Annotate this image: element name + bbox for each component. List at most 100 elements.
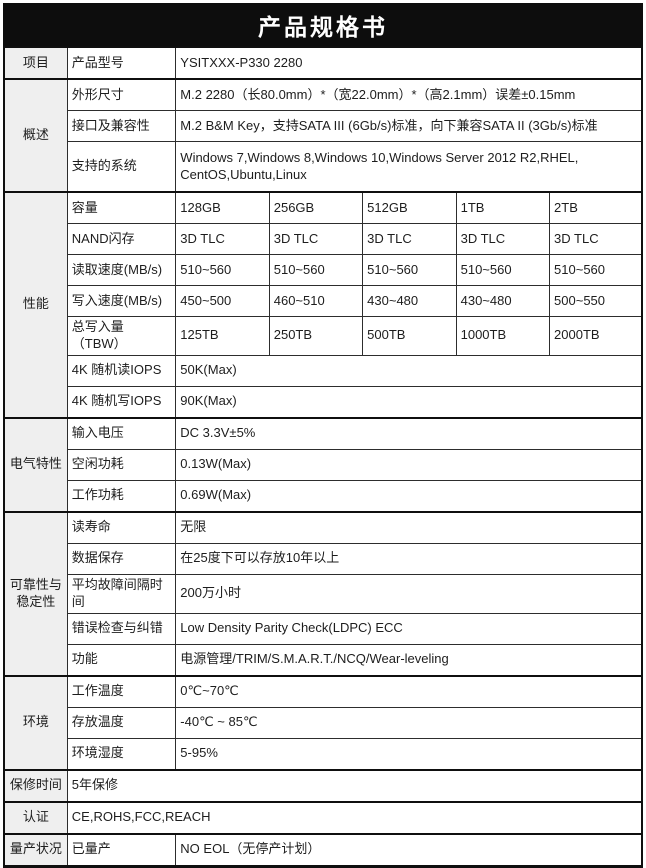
spec-label: 读寿命: [66, 510, 177, 544]
row-tbw: 总写入量（TBW） 125TB 250TB 500TB 1000TB 2000T…: [4, 316, 643, 356]
spec-value: 510~560: [175, 254, 270, 286]
spec-value: 1TB: [455, 191, 551, 224]
spec-label: 外形尺寸: [66, 78, 177, 111]
spec-value: 50K(Max): [175, 354, 643, 387]
spec-label: 环境湿度: [66, 737, 177, 771]
spec-value: 250TB: [268, 316, 364, 356]
row-data-retention: 数据保存 在25度下可以存放10年以上: [4, 542, 643, 575]
category-cell-certification: 认证: [3, 800, 68, 835]
spec-value: -40℃ ~ 85℃: [175, 706, 643, 739]
row-production-status: 量产状况 已量产 NO EOL（无停产计划）: [3, 832, 643, 867]
spec-value: CE,ROHS,FCC,REACH: [66, 800, 643, 835]
category-cell-reliability: 可靠性与稳定性: [3, 510, 68, 677]
spec-value: NO EOL（无停产计划）: [175, 832, 643, 867]
spec-label: 读取速度(MB/s): [66, 254, 177, 286]
row-read-endurance: 可靠性与稳定性 读寿命 无限: [3, 510, 643, 677]
row-storage-temp: 存放温度 -40℃ ~ 85℃: [4, 706, 643, 739]
spec-label: 支持的系统: [66, 141, 177, 193]
spec-value: 510~560: [362, 254, 457, 286]
row-nand: NAND闪存 3D TLC 3D TLC 3D TLC 3D TLC 3D TL…: [4, 223, 643, 255]
spec-value: 3D TLC: [175, 223, 270, 255]
spec-value: 2000TB: [549, 316, 643, 356]
spec-label: 功能: [66, 643, 177, 677]
spec-value: 0.69W(Max): [175, 479, 643, 513]
spec-label: 空闲功耗: [66, 448, 177, 481]
spec-value: 3D TLC: [362, 223, 457, 255]
spec-label: NAND闪存: [66, 223, 177, 255]
row-input-voltage: 电气特性 输入电压 DC 3.3V±5%: [3, 416, 643, 513]
spec-value: 430~480: [455, 285, 551, 317]
spec-value: 510~560: [549, 254, 643, 286]
page-title: 产品规格书: [258, 13, 388, 40]
row-mtbf: 平均故障间隔时间 200万小时: [4, 573, 643, 614]
spec-value: 3D TLC: [549, 223, 643, 255]
row-certification: 认证 CE,ROHS,FCC,REACH: [3, 800, 643, 835]
title-bar: 产品规格书: [3, 3, 643, 46]
spec-value: DC 3.3V±5%: [175, 416, 643, 450]
spec-value: 2TB: [549, 191, 643, 224]
row-write-speed: 写入速度(MB/s) 450~500 460~510 430~480 430~4…: [4, 285, 643, 317]
os-line-1: Windows 7,Windows 8,Windows 10,Windows S…: [180, 149, 579, 165]
row-product-model: 项目 产品型号 YSITXXX-P330 2280: [3, 46, 643, 80]
category-cell-environment: 环境: [3, 674, 68, 771]
spec-label: 接口及兼容性: [66, 110, 177, 142]
spec-value: 200万小时: [175, 573, 643, 614]
spec-label: 产品型号: [66, 46, 177, 80]
row-random-read-iops: 4K 随机读IOPS 50K(Max): [4, 354, 643, 387]
spec-value: 510~560: [455, 254, 551, 286]
category-cell-overview: 概述: [3, 78, 68, 193]
row-idle-power: 空闲功耗 0.13W(Max): [4, 448, 643, 481]
spec-value: 在25度下可以存放10年以上: [175, 542, 643, 575]
category-cell-item: 项目: [3, 46, 68, 80]
row-interface: 接口及兼容性 M.2 B&M Key，支持SATA III (6Gb/s)标准，…: [4, 110, 643, 142]
spec-value: 256GB: [268, 191, 364, 224]
spec-value: YSITXXX-P330 2280: [175, 46, 643, 80]
spec-table: 项目 产品型号 YSITXXX-P330 2280 概述 外形尺寸 M.2 22…: [3, 46, 643, 868]
row-operating-temp: 环境 工作温度 0℃~70℃: [3, 674, 643, 771]
spec-value: 电源管理/TRIM/S.M.A.R.T./NCQ/Wear-leveling: [175, 643, 643, 677]
spec-label: 输入电压: [66, 416, 177, 450]
spec-value: 1000TB: [455, 316, 551, 356]
category-cell-production: 量产状况: [3, 832, 68, 867]
spec-value: M.2 2280（长80.0mm）*（宽22.0mm）*（高2.1mm）误差±0…: [175, 78, 643, 111]
spec-value: 0℃~70℃: [175, 674, 643, 708]
row-capacity: 性能 容量 128GB 256GB 512GB 1TB 2TB: [3, 191, 643, 419]
spec-label: 工作功耗: [66, 479, 177, 513]
row-form-factor: 概述 外形尺寸 M.2 2280（长80.0mm）*（宽22.0mm）*（高2.…: [3, 78, 643, 193]
spec-value: 430~480: [362, 285, 457, 317]
spec-value: 5-95%: [175, 737, 643, 771]
spec-label: 写入速度(MB/s): [66, 285, 177, 317]
spec-value: 0.13W(Max): [175, 448, 643, 481]
category-cell-electrical: 电气特性: [3, 416, 68, 513]
spec-value: 500TB: [362, 316, 457, 356]
row-read-speed: 读取速度(MB/s) 510~560 510~560 510~560 510~5…: [4, 254, 643, 286]
spec-value: 128GB: [175, 191, 270, 224]
spec-label: 4K 随机写IOPS: [66, 385, 177, 419]
spec-label: 4K 随机读IOPS: [66, 354, 177, 387]
spec-value: Low Density Parity Check(LDPC) ECC: [175, 612, 643, 645]
spec-value: 125TB: [175, 316, 270, 356]
spec-value: 460~510: [268, 285, 364, 317]
row-active-power: 工作功耗 0.69W(Max): [4, 479, 643, 513]
spec-value: 5年保修: [66, 768, 643, 803]
spec-label: 数据保存: [66, 542, 177, 575]
category-cell-warranty: 保修时间: [3, 768, 68, 803]
spec-label: 容量: [66, 191, 177, 224]
category-cell-performance: 性能: [3, 191, 68, 419]
row-features: 功能 电源管理/TRIM/S.M.A.R.T./NCQ/Wear-levelin…: [4, 643, 643, 677]
spec-value: 510~560: [268, 254, 364, 286]
spec-label: 错误检查与纠错: [66, 612, 177, 645]
spec-value: 3D TLC: [268, 223, 364, 255]
spec-value: Windows 7,Windows 8,Windows 10,Windows S…: [175, 141, 643, 193]
spec-label: 存放温度: [66, 706, 177, 739]
row-ecc: 错误检查与纠错 Low Density Parity Check(LDPC) E…: [4, 612, 643, 645]
spec-label: 总写入量（TBW）: [66, 316, 177, 356]
spec-label: 平均故障间隔时间: [66, 573, 177, 614]
spec-value: M.2 B&M Key，支持SATA III (6Gb/s)标准，向下兼容SAT…: [175, 110, 643, 142]
row-supported-os: 支持的系统 Windows 7,Windows 8,Windows 10,Win…: [4, 141, 643, 193]
spec-value: 90K(Max): [175, 385, 643, 419]
spec-value: 450~500: [175, 285, 270, 317]
row-random-write-iops: 4K 随机写IOPS 90K(Max): [4, 385, 643, 419]
row-warranty: 保修时间 5年保修: [3, 768, 643, 803]
spec-label: 已量产: [66, 832, 177, 867]
